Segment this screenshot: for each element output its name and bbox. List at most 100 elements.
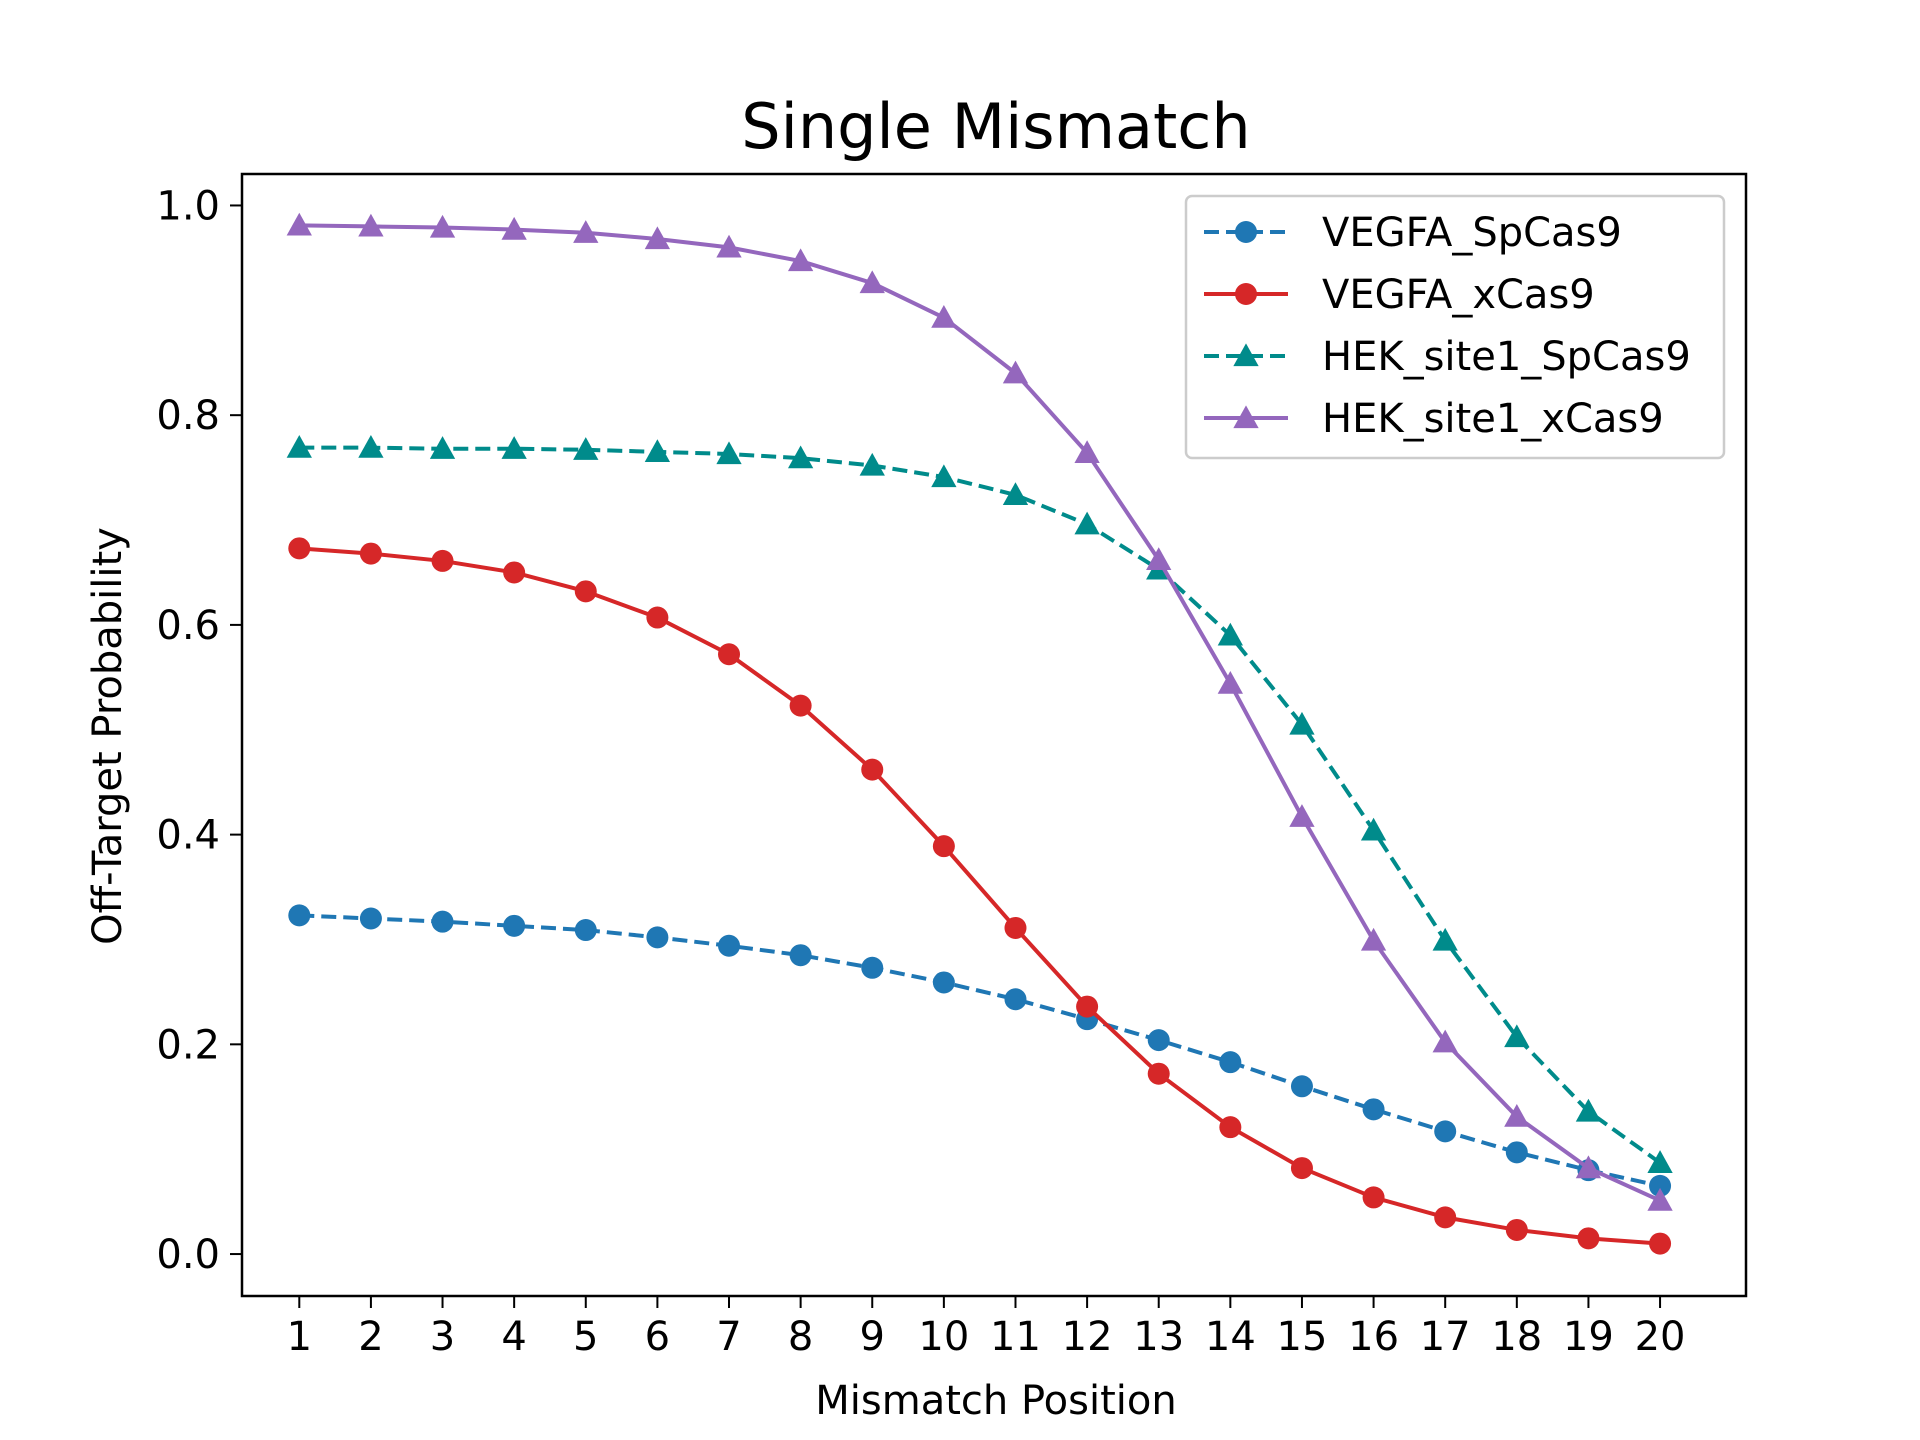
data-point-triangle [859,270,885,294]
data-point-circle [1004,988,1027,1011]
x-axis-label: Mismatch Position [815,1378,1176,1424]
data-point-triangle [1233,405,1259,429]
x-tick-label: 5 [573,1314,598,1360]
data-point-circle [1290,1157,1313,1180]
data-point-circle [932,835,955,858]
data-point-circle [789,944,812,967]
data-point-circle [1577,1227,1600,1250]
legend-box [1184,194,1726,460]
data-point-triangle [1146,547,1172,571]
y-tick-label: 0.4 [156,813,220,859]
data-point-circle [359,542,382,565]
series-layer [286,212,1673,1255]
y-tick-label: 0.0 [156,1232,220,1278]
data-point-circle [1235,221,1257,243]
data-point-circle [1362,1186,1385,1209]
data-point-triangle [1074,440,1100,464]
data-point-triangle [429,436,456,459]
data-point-circle [646,606,669,629]
legend-label: HEK_site1_xCas9 [1322,396,1664,442]
data-point-triangle [787,445,814,469]
x-tick-label: 18 [1491,1314,1542,1360]
data-point-triangle [286,212,312,236]
data-point-triangle [1432,927,1458,951]
data-point-triangle [1647,1150,1673,1173]
data-point-triangle [1289,711,1315,735]
data-point-circle [431,910,454,933]
data-point-circle [1290,1075,1313,1098]
data-point-triangle [1575,1098,1602,1122]
x-tick-label: 6 [645,1314,670,1360]
data-point-circle [288,904,311,927]
data-point-circle [288,537,311,560]
legend-label: VEGFA_SpCas9 [1322,210,1622,256]
data-point-circle [1505,1141,1528,1164]
legend-item: VEGFA_xCas9 [1204,272,1595,318]
x-axis: 1 2 3 4 5 6 7 8 9 10 11 12 13 14 15 16 17 18 19 20 [287,1296,1686,1360]
legend: VEGFA_SpCas9 VEGFA_xCas9 HEK_site1_SpCas9 H… [1184,194,1726,460]
x-tick-label: 8 [788,1314,813,1360]
data-point-circle [1649,1232,1672,1255]
data-point-triangle [501,436,527,459]
y-tick-label: 1.0 [156,183,220,229]
data-point-triangle [286,435,312,458]
data-point-circle [1147,1062,1170,1085]
plot-frame [240,172,1748,1298]
x-tick-label: 2 [358,1314,383,1360]
x-tick-label: 12 [1062,1314,1113,1360]
data-point-circle [359,907,382,930]
data-point-circle [718,934,741,957]
series-line [299,223,1661,1203]
data-point-circle [1235,283,1257,305]
series-HEK_site1_xCas9 [286,212,1673,1211]
data-point-triangle [644,439,671,462]
x-tick-label: 20 [1635,1314,1686,1360]
legend-label: HEK_site1_SpCas9 [1322,334,1691,380]
data-point-triangle [716,441,742,465]
data-point-circle [718,643,741,666]
data-point-triangle [429,214,456,238]
data-point-triangle [1575,1155,1602,1179]
x-tick-label: 7 [716,1314,741,1360]
series-VEGFA_xCas9 [288,537,1672,1255]
data-point-circle [932,971,955,994]
data-point-circle [503,914,526,937]
legend-item: HEK_site1_SpCas9 [1204,334,1691,380]
data-point-triangle [859,452,885,476]
data-point-circle [1649,1174,1672,1197]
data-point-circle [1505,1218,1528,1241]
y-axis-label: Off-Target Probability [85,527,131,945]
data-point-circle [1219,1116,1242,1139]
data-point-triangle [1217,622,1243,646]
data-point-triangle [573,220,599,243]
data-point-circle [503,561,526,584]
legend-label: VEGFA_xCas9 [1322,272,1595,318]
data-point-circle [1434,1206,1457,1229]
y-tick-label: 0.6 [156,603,220,649]
data-point-circle [1004,916,1027,939]
data-point-triangle [358,213,384,237]
data-point-triangle [1233,343,1259,367]
data-point-triangle [644,226,671,250]
x-tick-label: 1 [287,1314,312,1360]
data-point-circle [1434,1120,1457,1143]
x-tick-label: 14 [1205,1314,1256,1360]
data-point-triangle [1647,1187,1673,1211]
data-point-circle [1219,1051,1242,1074]
data-point-circle [1362,1098,1385,1121]
data-point-triangle [1289,804,1315,827]
series-HEK_site1_SpCas9 [286,435,1673,1173]
data-point-triangle [716,234,742,258]
x-tick-label: 13 [1133,1314,1184,1360]
legend-item: HEK_site1_xCas9 [1204,396,1664,442]
x-tick-label: 4 [501,1314,526,1360]
data-point-triangle [1074,511,1100,535]
data-point-circle [431,549,454,572]
x-tick-label: 15 [1277,1314,1328,1360]
y-axis: 0.0 0.2 0.4 0.6 0.8 1.0 [156,183,242,1278]
x-tick-label: 10 [918,1314,969,1360]
data-point-triangle [1002,360,1029,384]
data-point-triangle [358,435,384,458]
x-tick-label: 16 [1348,1314,1399,1360]
